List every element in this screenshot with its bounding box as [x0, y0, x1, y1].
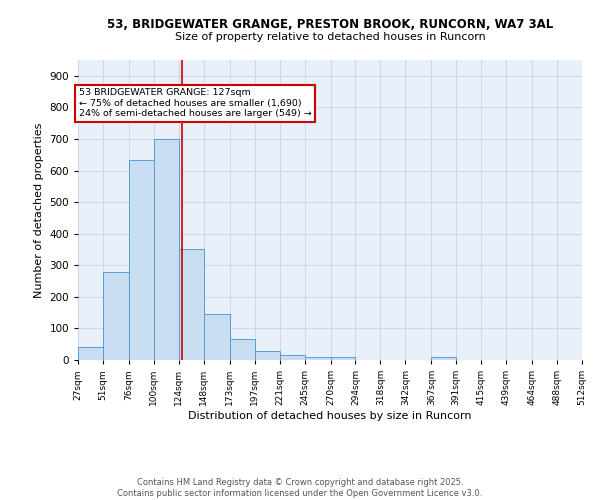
Bar	[331, 358, 355, 360]
Bar	[103, 272, 129, 360]
Text: Size of property relative to detached houses in Runcorn: Size of property relative to detached ho…	[175, 32, 485, 42]
Bar	[431, 358, 456, 360]
Bar	[78, 346, 103, 360]
Y-axis label: Number of detached properties: Number of detached properties	[34, 122, 44, 298]
Bar	[254, 350, 280, 360]
Bar	[230, 340, 254, 360]
Bar	[280, 356, 305, 360]
Bar	[179, 248, 204, 360]
Bar	[129, 160, 154, 360]
Bar	[305, 357, 331, 360]
Text: 53 BRIDGEWATER GRANGE: 127sqm
← 75% of detached houses are smaller (1,690)
24% o: 53 BRIDGEWATER GRANGE: 127sqm ← 75% of d…	[79, 88, 311, 118]
Bar	[204, 314, 230, 360]
Text: 53, BRIDGEWATER GRANGE, PRESTON BROOK, RUNCORN, WA7 3AL: 53, BRIDGEWATER GRANGE, PRESTON BROOK, R…	[107, 18, 553, 30]
Bar	[154, 139, 179, 360]
X-axis label: Distribution of detached houses by size in Runcorn: Distribution of detached houses by size …	[188, 411, 472, 421]
Text: Contains HM Land Registry data © Crown copyright and database right 2025.
Contai: Contains HM Land Registry data © Crown c…	[118, 478, 482, 498]
